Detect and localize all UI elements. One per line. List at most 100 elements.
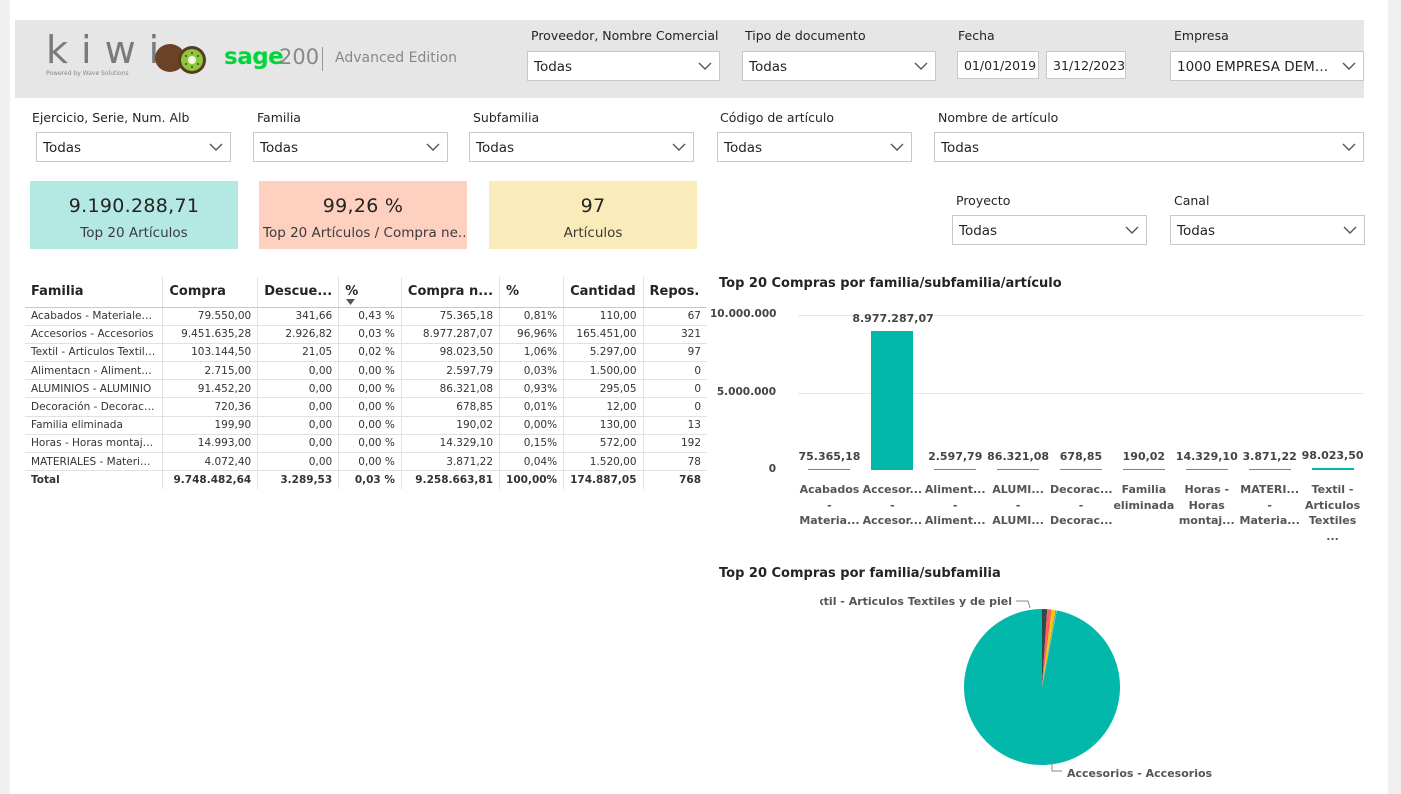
table-row[interactable]: Horas - Horas montaje,... 14.993,00 0,00 0,… (25, 434, 707, 454)
table-cell: 192 (642, 434, 707, 454)
x-tick-label-line: Textil - (1311, 483, 1354, 496)
y-tick-label: 10.000.000 (710, 308, 777, 320)
familia-value: Todas (260, 140, 299, 156)
col-cantidad[interactable]: Cantidad (563, 277, 644, 308)
chevron-down-icon (1343, 226, 1357, 234)
table-cell: 75.365,18 (400, 307, 500, 326)
x-tick-label-line: Aliment... (924, 514, 986, 527)
table-cell: 67 (642, 307, 707, 326)
x-tick-label-line: Accesor... (862, 514, 923, 527)
canal-dropdown[interactable]: Todas (1170, 215, 1365, 245)
table-row[interactable]: Alimentacn - Alimenta... 2.715,00 0,00 0,00… (25, 361, 707, 381)
col-repos[interactable]: Repos. (642, 277, 707, 308)
kpi-card-articulos: 97 Artículos (489, 181, 697, 249)
x-tick-label: Accesor... - Accesor... (861, 482, 923, 529)
chevron-down-icon (914, 62, 928, 70)
bar[interactable] (934, 468, 977, 470)
col-compra[interactable]: Compra (162, 277, 258, 308)
pie-slice[interactable] (1042, 610, 1057, 687)
kpi-card-ratio: 99,26 % Top 20 Artículos / Compra ne... (259, 181, 467, 249)
table-row[interactable]: Decoración - Decoración 720,36 0,00 0,00 % 6… (25, 397, 707, 417)
table-cell: Accesorios - Accesorios (25, 325, 163, 344)
table-cell: 3.871,22 (400, 452, 500, 472)
x-tick-label: ALUMI... - ALUMI... (987, 482, 1049, 529)
x-tick-label-line: Familia (1121, 483, 1167, 496)
bar[interactable] (871, 330, 914, 470)
pie-slice[interactable] (1042, 610, 1057, 687)
col-pct-descuento[interactable]: % (338, 277, 402, 308)
sage-divider (322, 47, 323, 71)
subfamilia-dropdown[interactable]: Todas (469, 132, 694, 162)
table-row[interactable]: ALUMINIOS - ALUMINIO 91.452,20 0,00 0,00 % 8… (25, 379, 707, 399)
tipo-documento-dropdown[interactable]: Todas (742, 51, 936, 81)
table-cell: 0,02 % (338, 343, 402, 363)
x-tick-label-line: Horas (1188, 498, 1225, 512)
fecha-label: Fecha (958, 28, 995, 43)
x-tick-label-line: - (952, 498, 958, 512)
sage-edition: Advanced Edition (335, 50, 458, 66)
bar[interactable] (1185, 468, 1228, 470)
empresa-value: 1000 EMPRESA DEMO A... (1177, 59, 1352, 75)
familia-dropdown[interactable]: Todas (253, 132, 448, 162)
col-compra-neta[interactable]: Compra n... (400, 277, 500, 308)
table-cell: 79.550,00 (162, 307, 258, 326)
proyecto-dropdown[interactable]: Todas (952, 215, 1147, 245)
col-descuento[interactable]: Descue... (257, 277, 339, 308)
bar[interactable] (808, 468, 851, 470)
x-tick-label-line: Textiles ... (1308, 514, 1357, 543)
pie-slice[interactable] (1042, 609, 1048, 687)
table-row[interactable]: Acabados - Materiales ... 79.550,00 341,66… (25, 307, 707, 326)
table-total-cell: 9.748.482,64 (162, 470, 258, 489)
pie-slice[interactable] (1042, 609, 1056, 687)
bar[interactable] (997, 468, 1040, 470)
chevron-down-icon (1342, 143, 1356, 151)
callout-line (1016, 600, 1031, 609)
x-tick-label: Familia eliminada (1113, 482, 1175, 513)
table-cell: 78 (642, 452, 707, 472)
fecha-hasta-input[interactable]: 31/12/2023 (1046, 51, 1126, 79)
fecha-desde-input[interactable]: 01/01/2019 (957, 51, 1039, 79)
table-cell: 12,00 (563, 397, 644, 417)
bar[interactable] (1311, 468, 1354, 470)
y-tick-label: 0 (768, 463, 776, 475)
x-tick-label-line: - (827, 498, 832, 512)
col-pct-compra[interactable]: % (499, 277, 564, 308)
table-cell: 8.977.287,07 (400, 325, 500, 344)
x-tick-label: MATERI... - Materia... (1239, 482, 1301, 529)
table-cell: 110,00 (563, 307, 644, 326)
bar[interactable] (1248, 468, 1291, 470)
bar[interactable] (1122, 468, 1165, 470)
table-cell: 0 (642, 397, 707, 417)
sage-logo: sage 200 Advanced Edition (224, 44, 458, 74)
codigo-dropdown[interactable]: Todas (717, 132, 912, 162)
table-row[interactable]: Familia eliminada 199,90 0,00 0,00 % 190,02 0… (25, 416, 707, 435)
table-total-cell: 174.887,05 (563, 470, 644, 489)
table-cell: 0,00 % (338, 434, 402, 454)
chevron-down-icon (209, 143, 223, 151)
nombre-dropdown[interactable]: Todas (934, 132, 1364, 162)
sort-desc-icon (346, 298, 356, 305)
ejercicio-dropdown[interactable]: Todas (36, 132, 231, 162)
bar-data-label: 86.321,08 (987, 449, 1050, 463)
bar-data-label: 98.023,50 (1301, 449, 1364, 463)
table-cell: 14.993,00 (162, 434, 258, 454)
table-row[interactable]: Accesorios - Accesorios 9.451.635,28 2.926… (25, 325, 707, 344)
familia-label: Familia (257, 110, 301, 125)
bar-data-label: 75.365,18 (798, 449, 861, 463)
proveedor-dropdown[interactable]: Todas (527, 51, 720, 81)
pie-slice[interactable] (1042, 609, 1052, 687)
table-row[interactable]: Textil - Articulos Textile... 103.144,50 2… (25, 343, 707, 363)
col-familia[interactable]: Familia (25, 277, 163, 308)
bar[interactable] (1060, 468, 1102, 470)
table-total-cell: Total (31, 474, 60, 487)
table-cell: 0,00 (257, 397, 339, 417)
kpi-value: 97 (580, 195, 606, 217)
x-tick-label: Acabados - Materia... (798, 482, 860, 529)
table-cell: Textil - Articulos Textile... (25, 343, 163, 363)
table-cell: 14.329,10 (400, 434, 500, 454)
empresa-dropdown[interactable]: 1000 EMPRESA DEMO A... (1170, 51, 1364, 81)
table-cell: 0 (642, 361, 707, 381)
table-row[interactable]: MATERIALES - Material... 4.072,40 0,00 0,00… (25, 452, 707, 472)
table-cell: MATERIALES - Material... (25, 452, 163, 472)
y-tick-label: 5.000.000 (716, 385, 776, 398)
